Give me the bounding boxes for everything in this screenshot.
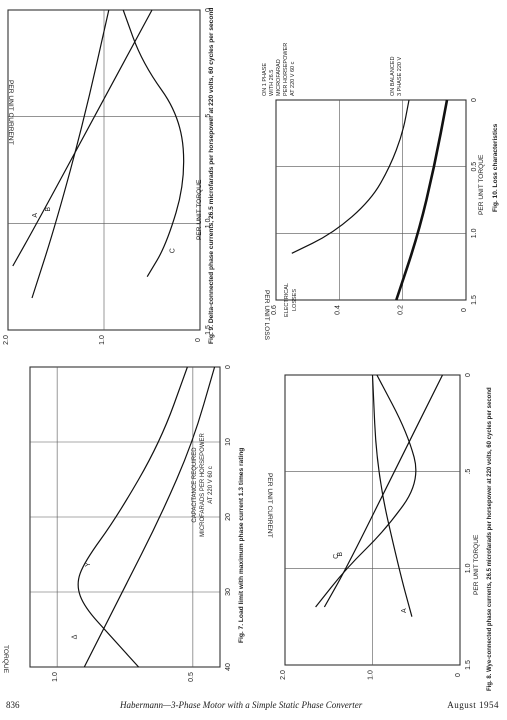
x-tick-label: 10 bbox=[225, 438, 232, 446]
series-line-2 bbox=[315, 374, 417, 608]
y-tick-label: 2.0 bbox=[280, 670, 287, 680]
fig8-ylabel: PER UNIT CURRENT bbox=[266, 473, 273, 538]
y-tick-label: 0.4 bbox=[334, 305, 341, 315]
y-tick-label: 0.5 bbox=[188, 672, 195, 682]
figure-9: 0.5 1.0 1.5 0 1.0 2.0 A B C Fig. 9. Delta-connec… bbox=[0, 0, 225, 350]
x-tick-label: 30 bbox=[225, 588, 232, 596]
x-tick-label: 0 bbox=[225, 365, 232, 369]
fig10-axis-title-line: LOSSES bbox=[292, 289, 298, 311]
curve-label-2: C bbox=[333, 554, 340, 559]
fig9-xlabel: PER UNIT TORQUE bbox=[196, 179, 203, 240]
fig8-caption: Fig. 8. Wye-connected phase currents, 26… bbox=[487, 387, 493, 691]
x-tick-label: 0 bbox=[471, 98, 478, 102]
y-tick-label: 0 bbox=[461, 308, 468, 312]
y-tick-label: 0 bbox=[195, 338, 202, 342]
issue-date: August 1954 bbox=[447, 700, 499, 710]
x-tick-label: 1.0 bbox=[205, 218, 212, 228]
series-line-2 bbox=[122, 9, 185, 278]
running-title: Habermann—3-Phase Motor with a Simple St… bbox=[120, 700, 363, 710]
x-tick-label: 20 bbox=[225, 513, 232, 521]
fig10-caption: Fig. 10. Loss characteristics bbox=[492, 123, 499, 212]
x-tick-label: 1.0 bbox=[465, 563, 472, 573]
series-line-1 bbox=[395, 99, 449, 301]
curve-label-1: Δ bbox=[71, 634, 78, 639]
series-line-1 bbox=[83, 366, 216, 668]
x-tick-label: 0 bbox=[205, 8, 212, 12]
fig10-annotation-single: MICROFARAD bbox=[276, 59, 282, 96]
figure-7: 0 10 20 30 40 0.5 1.0 Y Δ CAPACITANCE REQUIRED MIC… bbox=[0, 355, 248, 695]
x-tick-label: 1.0 bbox=[471, 228, 478, 238]
series-line-1 bbox=[323, 374, 444, 608]
figure-10: 0 0.5 1.0 1.5 0 0.2 0.4 0.6 ELECTRICAL LOSSES ON 1… bbox=[248, 0, 507, 350]
fig8-xlabel: PER UNIT TORQUE bbox=[473, 534, 480, 595]
series-line-1 bbox=[31, 9, 110, 299]
series-line-0 bbox=[77, 366, 188, 668]
fig10-annotation-single: PER HORSEPOWER bbox=[283, 43, 289, 96]
fig10-axis-title-line: ELECTRICAL bbox=[284, 283, 290, 317]
y-tick-label: 2.0 bbox=[3, 335, 10, 345]
x-tick-label: 0.5 bbox=[471, 162, 478, 172]
x-tick-label: 40 bbox=[225, 663, 232, 671]
fig10-annotation-single: WITH 26.5 bbox=[269, 70, 275, 96]
curve-label-1: B bbox=[45, 207, 52, 212]
fig10-ylabel: PER UNIT LOSS bbox=[263, 290, 270, 341]
y-tick-label: 1.0 bbox=[368, 670, 375, 680]
y-tick-label: 0.2 bbox=[398, 305, 405, 315]
fig7-plot: 0 10 20 30 40 0.5 1.0 Y Δ CAPACITANCE REQUIRED MIC… bbox=[29, 365, 232, 682]
fig10-xlabel: PER UNIT TORQUE bbox=[478, 154, 485, 215]
figure-8: 0.5 1.0 1.5 0 1.0 2.0 A B C Fig. 8. Wye-connecte… bbox=[255, 355, 507, 695]
curve-label-0: A bbox=[32, 213, 39, 218]
x-tick-label: 0 bbox=[465, 373, 472, 377]
fig10-annotation-balanced: 3 PHASE 220 V bbox=[397, 57, 403, 96]
fig7-caption: Fig. 7. Load limit with maximum phase cu… bbox=[238, 447, 245, 643]
fig9-caption: Fig. 9. Delta-connected phase currents, … bbox=[208, 7, 215, 344]
y-tick-label: 0.6 bbox=[271, 305, 278, 315]
page-number: 836 bbox=[6, 700, 20, 710]
page-footer: 836 Habermann—3-Phase Motor with a Simpl… bbox=[0, 700, 507, 714]
x-tick-label: 1.5 bbox=[205, 325, 212, 335]
x-tick-label: .5 bbox=[205, 114, 212, 120]
series-line-0 bbox=[12, 9, 153, 267]
fig7-xlabel-line: MICROFARADS PER HORSEPOWER bbox=[200, 432, 206, 536]
fig7-xlabel-line: CAPACITANCE REQUIRED bbox=[192, 447, 198, 523]
series-line-0 bbox=[291, 99, 410, 254]
fig10-annotation-single: ON 1 PHASE bbox=[262, 63, 268, 96]
fig10-annotation-balanced: ON BALANCED bbox=[390, 57, 396, 96]
curve-label-1: B bbox=[337, 552, 344, 557]
fig10-annotation-single: AT 220 V 60 c bbox=[290, 61, 296, 96]
fig7-xlabel-line: AT 220 V 60 c bbox=[208, 466, 214, 503]
y-tick-label: 0 bbox=[455, 673, 462, 677]
plot-frame bbox=[275, 99, 467, 301]
curve-label-2: C bbox=[169, 248, 176, 253]
fig7-ylabel: TORQUE bbox=[2, 645, 9, 674]
curve-label-0: Y bbox=[85, 562, 92, 567]
x-tick-label: 1.5 bbox=[465, 660, 472, 670]
curve-label-0: A bbox=[401, 608, 408, 613]
y-tick-label: 1.0 bbox=[99, 335, 106, 345]
x-tick-label: 1.5 bbox=[471, 295, 478, 305]
y-tick-label: 1.0 bbox=[52, 672, 59, 682]
x-tick-label: .5 bbox=[465, 469, 472, 475]
series-line-0 bbox=[371, 374, 413, 617]
fig9-ylabel: PER UNIT CURRENT bbox=[7, 80, 14, 145]
